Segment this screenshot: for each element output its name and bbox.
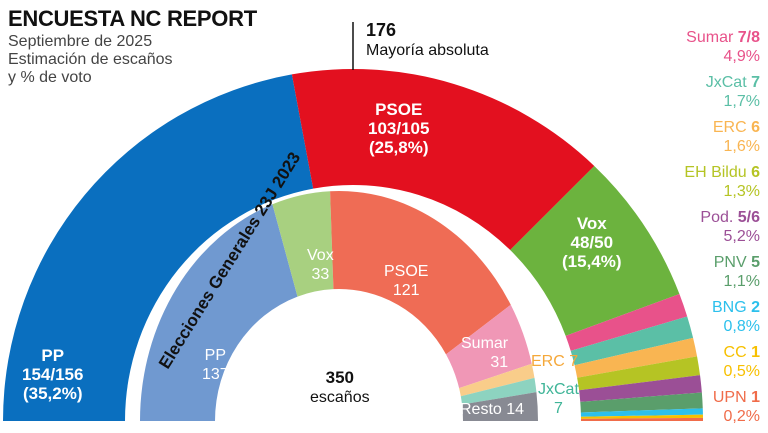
label-vox: Vox 48/50 (15,4%)	[562, 214, 622, 271]
label-inner-sumar: Sumar 31	[461, 335, 509, 371]
subtitle-line: Estimación de escaños	[8, 51, 173, 68]
legend-item-erc: ERC 6 1,6%	[684, 118, 760, 156]
legend-party-name: Sumar	[686, 29, 738, 46]
legend-seats: 5	[751, 254, 760, 271]
legend-party-name: ERC	[712, 119, 752, 136]
legend-party-name: UPN	[712, 389, 752, 406]
label-psoe: PSOE 103/105 (25,8%)	[368, 100, 430, 157]
legend-pct: 1,6%	[723, 138, 760, 155]
subtitle-line: Septiembre de 2025	[8, 33, 153, 50]
center-total: 350 escaños	[310, 368, 370, 406]
legend-pct: 0,5%	[723, 363, 760, 380]
legend-pct: 1,7%	[723, 93, 760, 110]
legend-pct: 1,3%	[723, 183, 760, 200]
legend-item-bng: BNG 2 0,8%	[684, 298, 760, 336]
outer-segment-pod-	[579, 375, 702, 402]
legend-seats: 7/8	[737, 29, 760, 46]
label-inner-vox: Vox 33	[307, 247, 334, 283]
inner-segment-jxcat	[460, 377, 537, 405]
legend-pct: 0,8%	[723, 318, 760, 335]
legend-seats: 6	[751, 119, 760, 136]
inner-segment-psoe	[330, 191, 511, 355]
label-pp: PP 154/156 (35,2%)	[22, 346, 84, 403]
legend-pct: 5,2%	[723, 228, 760, 245]
label-inner-pp: PP 137	[202, 347, 229, 383]
legend-party-name: EH Bildu	[684, 164, 752, 181]
legend-party-name: Pod.	[700, 209, 738, 226]
label-inner-erc: ERC 7	[531, 353, 579, 370]
outer-segment-erc	[574, 337, 698, 378]
outer-segment-vox	[510, 166, 680, 336]
outer-segment-eh-bildu	[577, 356, 701, 391]
legend-party-name: BNG	[711, 299, 752, 316]
outer-segment-upn	[580, 417, 703, 421]
legend-item-eh-bildu: EH Bildu 6 1,3%	[684, 163, 760, 201]
outer-segment-bng	[580, 408, 703, 417]
outer-segment-cc	[580, 414, 703, 419]
majority-label: Mayoría absoluta	[366, 42, 489, 59]
legend: Sumar 7/8 4,9% JxCat 7 1,7% ERC 6 1,6% EH Bild…	[684, 28, 760, 433]
legend-seats: 6	[751, 164, 760, 181]
legend-item-sumar: Sumar 7/8 4,9%	[684, 28, 760, 66]
inner-segment-sumar	[446, 304, 532, 389]
legend-item-upn: UPN 1 0,2%	[684, 388, 760, 426]
legend-seats: 1	[751, 344, 760, 361]
legend-item-jxcat: JxCat 7 1,7%	[684, 73, 760, 111]
legend-pct: 0,2%	[723, 408, 760, 425]
legend-seats: 5/6	[737, 209, 760, 226]
inner-segment-pp	[140, 204, 298, 421]
legend-party-name: PNV	[713, 254, 752, 271]
legend-party-name: CC	[723, 344, 752, 361]
outer-segment-jxcat	[570, 316, 694, 366]
label-inner-psoe: PSOE 121	[384, 263, 429, 299]
label-inner-resto: Resto 14	[460, 401, 525, 418]
legend-pct: 4,9%	[723, 48, 760, 65]
legend-seats: 1	[751, 389, 760, 406]
legend-seats: 7	[751, 74, 760, 91]
inner-segment-vox	[272, 191, 334, 297]
legend-party-name: JxCat	[705, 74, 752, 91]
majority-seats: 176	[366, 20, 397, 40]
label-inner-jxcat: JxCat 7	[538, 381, 579, 417]
legend-pct: 1,1%	[723, 273, 760, 290]
outer-segment-psoe	[291, 68, 595, 251]
legend-seats: 2	[751, 299, 760, 316]
legend-item-cc: CC 1 0,5%	[684, 343, 760, 381]
inner-segment-resto	[462, 392, 538, 421]
legend-item-pnv: PNV 5 1,1%	[684, 253, 760, 291]
legend-item-pod-: Pod. 5/6 5,2%	[684, 208, 760, 246]
chart-title: ENCUESTA NC REPORT	[8, 6, 257, 31]
outer-segment-pp	[3, 74, 314, 421]
inner-segment-erc	[459, 363, 535, 397]
subtitle-line: y % de voto	[8, 69, 92, 86]
outer-segment-sumar	[565, 294, 688, 351]
chart-subtitle: Septiembre de 2025 Estimación de escaños…	[8, 33, 173, 87]
outer-segment-pnv	[580, 392, 703, 413]
